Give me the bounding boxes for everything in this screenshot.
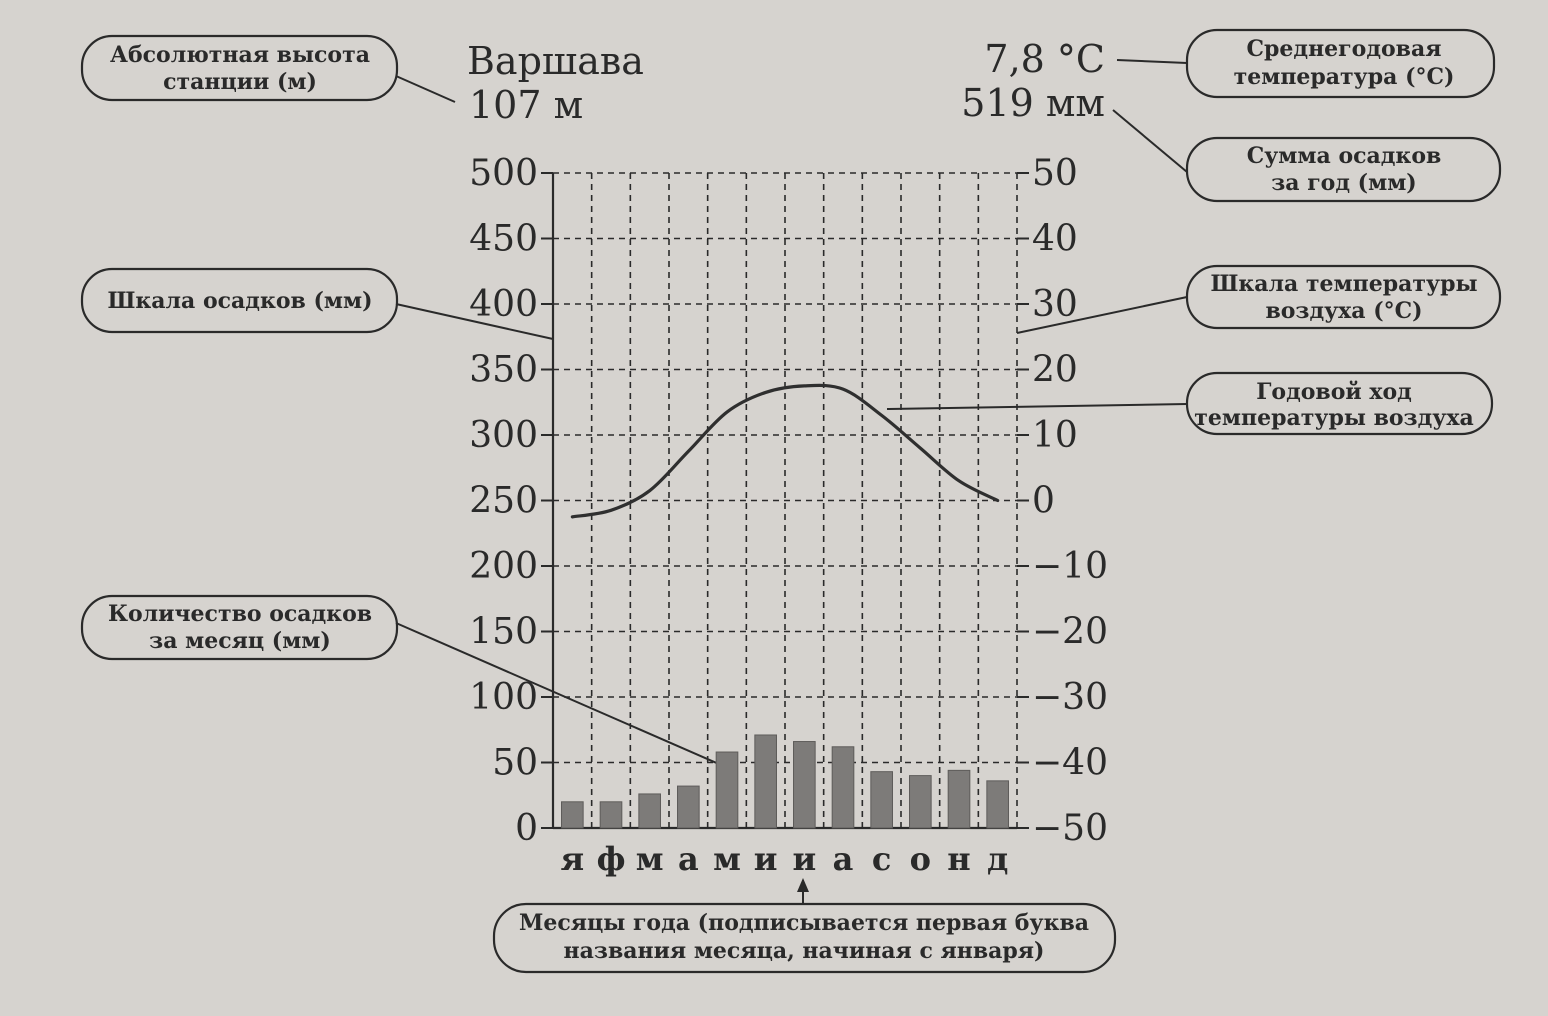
precip-bar [561,801,584,829]
left-tick-label: 450 [469,219,538,260]
svg-text:Абсолютная высота: Абсолютная высота [110,42,370,68]
left-tick-label: 0 [515,808,538,849]
callout-temperature-scale: Шкала температуры воздуха (°С) [1016,264,1502,334]
svg-text:Годовой ход: Годовой ход [1256,379,1412,405]
svg-text:воздуха (°С): воздуха (°С) [1265,298,1422,324]
svg-text:за месяц (мм): за месяц (мм) [149,628,331,654]
callout-months: Месяцы года (подписывается первая буква … [492,878,1117,974]
callout-mean-temperature: Среднегодовая температура (°С) [1116,28,1496,99]
callout-annual-precipitation: Сумма осадков за год (мм) [1112,109,1502,203]
svg-text:Шкала осадков (мм): Шкала осадков (мм) [108,288,373,314]
month-label: я [561,840,585,878]
precip-bar [599,801,623,829]
mean-annual-temperature: 7,8 °C [984,37,1105,81]
right-tick-label: 30 [1032,284,1078,325]
left-tick-label: 50 [492,743,538,784]
precip-bar [638,793,661,829]
svg-text:Шкала температуры: Шкала температуры [1210,271,1477,297]
right-tick-label: −40 [1032,743,1108,784]
callout-altitude: Абсолютная высота станции (м) [80,34,456,103]
month-label: м [636,840,664,878]
month-label: а [833,840,854,878]
month-label: и [754,840,778,878]
month-label: с [872,840,891,878]
callout-precipitation-scale: Шкала осадков (мм) [80,267,554,340]
left-tick-label: 250 [469,481,538,522]
month-label: о [910,840,931,878]
left-tick-label: 300 [469,415,538,456]
svg-text:за год (мм): за год (мм) [1271,170,1416,196]
station-name: Варшава [467,39,644,83]
svg-text:Среднегодовая: Среднегодовая [1247,36,1442,62]
month-label: м [713,840,741,878]
month-label: н [947,840,970,878]
precip-bar [754,734,777,829]
right-tick-label: −50 [1032,808,1108,849]
precip-bar [677,785,700,829]
left-tick-label: 100 [469,677,538,718]
precip-bar [986,780,1009,829]
left-tick-label: 500 [469,153,538,194]
left-tick-label: 350 [469,350,538,391]
precip-bar [715,751,739,829]
precip-bar [870,771,893,829]
svg-text:температура (°С): температура (°С) [1234,64,1455,90]
svg-text:температуры воздуха: температуры воздуха [1194,405,1473,431]
right-tick-label: −30 [1032,677,1108,718]
right-tick-label: −10 [1032,546,1108,587]
precip-bar [947,769,971,829]
left-tick-label: 150 [469,612,538,653]
svg-text:Месяцы года (подписывается пер: Месяцы года (подписывается первая буква [519,910,1089,936]
right-tick-label: 0 [1032,481,1055,522]
svg-text:станции (м): станции (м) [163,69,317,95]
callout-monthly-precipitation: Количество осадков за месяц (мм) [80,594,729,769]
month-label: и [792,840,816,878]
right-tick-label: 10 [1032,415,1078,456]
right-tick-label: 20 [1032,350,1078,391]
left-tick-label: 200 [469,546,538,587]
month-label: д [987,840,1008,878]
svg-text:названия месяца, начиная с янв: названия месяца, начиная с января) [564,938,1045,964]
month-label: ф [597,840,626,878]
svg-text:Сумма осадков: Сумма осадков [1247,143,1442,169]
right-tick-label: −20 [1032,612,1108,653]
month-label: а [678,840,699,878]
svg-text:Количество осадков: Количество осадков [108,601,372,627]
right-tick-label: 40 [1032,219,1078,260]
precip-bar [793,741,816,829]
annual-precipitation: 519 мм [961,81,1105,125]
precip-bar [831,746,855,829]
station-altitude: 107 м [469,83,583,127]
precip-bar [909,775,932,829]
right-tick-label: 50 [1032,153,1078,194]
left-tick-label: 400 [469,284,538,325]
callout-temperature-course: Годовой ход температуры воздуха [886,371,1494,436]
temperature-curve [570,383,1000,519]
